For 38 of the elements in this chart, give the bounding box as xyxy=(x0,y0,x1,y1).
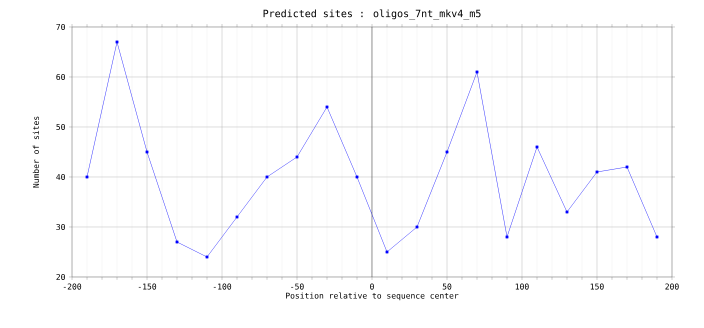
x-tick-label: -50 xyxy=(291,284,304,290)
x-tick-label: -100 xyxy=(214,284,232,290)
point xyxy=(476,70,478,74)
point xyxy=(326,106,328,108)
point xyxy=(566,210,568,214)
point xyxy=(386,250,388,254)
y-tick-label: 70 xyxy=(56,24,65,30)
y-tick-label: 20 xyxy=(56,274,65,280)
x-axis-title: Position relative to sequence center xyxy=(286,292,458,300)
x-tick-label: 0 xyxy=(370,284,374,290)
point xyxy=(656,236,658,238)
point xyxy=(536,146,538,148)
y-tick-label: 50 xyxy=(56,124,65,130)
y-tick-label: 40 xyxy=(56,174,65,180)
point xyxy=(506,236,508,238)
x-tick-label: 200 xyxy=(665,284,679,290)
point xyxy=(206,256,208,258)
x-tick-label: 100 xyxy=(516,284,529,290)
point xyxy=(446,150,448,154)
y-tick-label: 60 xyxy=(56,74,65,80)
point xyxy=(416,226,418,228)
point xyxy=(146,150,148,154)
chart-title: Predicted sites : oligos_7nt_mkv4_m5 xyxy=(264,9,481,20)
point xyxy=(86,176,88,178)
x-tick-label: -200 xyxy=(64,284,82,290)
point xyxy=(596,170,598,174)
point xyxy=(356,176,358,178)
point xyxy=(236,216,238,218)
x-tick-label: -150 xyxy=(138,284,156,290)
point xyxy=(116,40,118,44)
y-axis-title: Number of sites xyxy=(32,116,39,188)
y-tick-label: 30 xyxy=(56,224,65,230)
point xyxy=(176,240,178,244)
point xyxy=(296,156,298,158)
point xyxy=(626,166,628,168)
x-tick-label: 50 xyxy=(442,284,452,290)
point xyxy=(266,176,268,178)
x-tick-label: 150 xyxy=(590,284,604,290)
